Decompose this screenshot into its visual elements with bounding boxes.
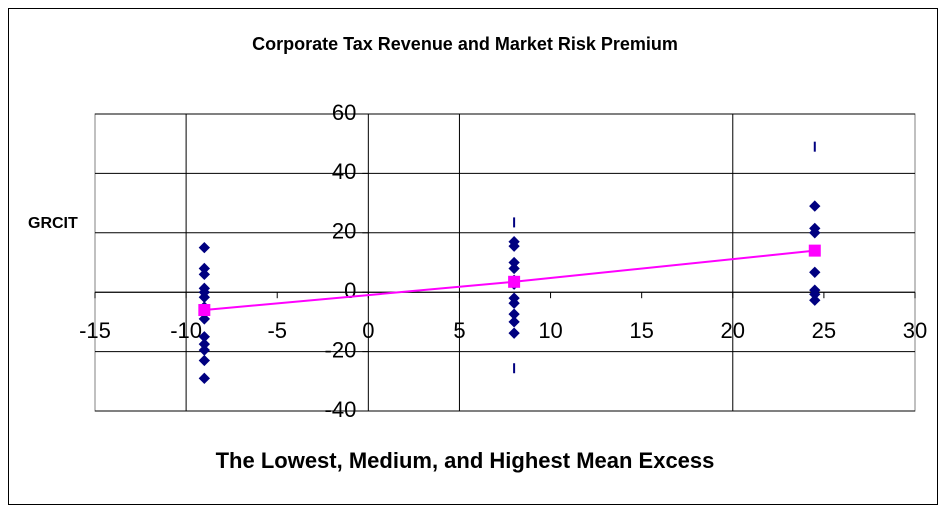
y-axis-label: GRCIT <box>28 215 78 232</box>
x-tick-label: -10 <box>170 318 202 343</box>
point <box>198 304 211 317</box>
point <box>198 262 210 275</box>
x-tick-label: -5 <box>267 318 287 343</box>
point <box>508 297 520 309</box>
x-tick-label: 25 <box>812 318 836 343</box>
point <box>198 313 210 325</box>
point <box>508 316 520 328</box>
chart-title: Corporate Tax Revenue and Market Risk Pr… <box>252 34 678 54</box>
point <box>809 294 821 306</box>
y-tick-label: 20 <box>332 219 356 244</box>
chart-border <box>8 8 938 505</box>
y-tick-label: -40 <box>325 397 357 422</box>
x-tick-label: 10 <box>538 318 562 343</box>
point <box>198 268 210 281</box>
point <box>198 344 210 356</box>
point <box>508 275 521 288</box>
point <box>508 327 520 339</box>
x-tick-label: 5 <box>453 318 465 343</box>
point <box>809 266 821 278</box>
point <box>813 141 816 152</box>
point <box>508 308 520 320</box>
x-tick-label: 30 <box>903 318 927 343</box>
point <box>508 256 520 269</box>
point <box>508 262 520 275</box>
y-tick-label: 40 <box>332 159 356 184</box>
y-tick-label: 60 <box>332 100 356 125</box>
x-tick-label: 20 <box>721 318 745 343</box>
point <box>198 241 210 254</box>
point <box>198 354 210 367</box>
y-tick-label: 0 <box>344 278 356 303</box>
x-tick-label: 15 <box>629 318 653 343</box>
point <box>808 244 821 257</box>
x-axis-label: The Lowest, Medium, and Highest Mean Exc… <box>216 448 715 473</box>
point <box>513 363 516 374</box>
point <box>809 200 821 212</box>
x-tick-label: -15 <box>79 318 111 343</box>
point <box>809 227 821 239</box>
y-tick-label: -20 <box>325 337 357 362</box>
point <box>198 291 210 303</box>
x-tick-label: 0 <box>362 318 374 343</box>
point <box>198 338 210 350</box>
point <box>508 240 520 252</box>
point <box>198 372 210 384</box>
point <box>513 217 516 228</box>
point <box>809 288 821 300</box>
point <box>198 331 210 343</box>
